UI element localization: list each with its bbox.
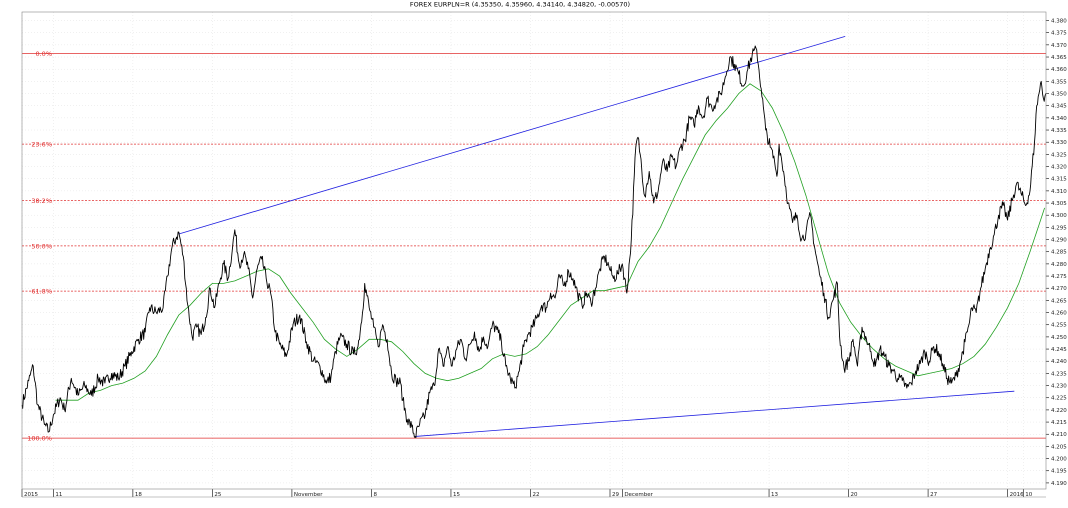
x-tick-label: 10 [1025,492,1032,498]
y-tick-label: 4.190 [1051,481,1067,487]
y-tick-label: 4.225 [1051,396,1067,402]
x-tick-label: 2015 [24,492,38,498]
y-tick-label: 4.295 [1051,225,1067,231]
y-tick-label: 4.270 [1051,286,1067,292]
x-tick-label: 27 [930,492,937,498]
x-tick-label: 13 [771,492,778,498]
y-tick-label: 4.195 [1051,469,1067,475]
y-tick-label: 4.310 [1051,189,1067,195]
fib-level-label: 23.6% [31,141,52,149]
y-tick-label: 4.255 [1051,323,1067,329]
y-tick-label: 4.375 [1051,31,1067,37]
y-tick-label: 4.380 [1051,19,1067,25]
y-tick-label: 4.280 [1051,262,1067,268]
fibonacci-levels: 0.0% 23.6% 38.2% 50.0% 61.8% 100.0% [22,50,1046,443]
y-tick-label: 4.205 [1051,444,1067,450]
y-tick-label: 4.215 [1051,420,1067,426]
y-tick-label: 4.245 [1051,347,1067,353]
fib-level-label: 61.8% [31,288,52,296]
y-tick-label: 4.315 [1051,177,1067,183]
y-tick-label: 4.305 [1051,201,1067,207]
y-tick-label: 4.325 [1051,152,1067,158]
y-tick-label: 4.250 [1051,335,1067,341]
fib-level-label: 50.0% [31,242,52,250]
y-tick-label: 4.300 [1051,213,1067,219]
y-tick-label: 4.290 [1051,238,1067,244]
y-tick-label: 4.200 [1051,457,1067,463]
y-tick-label: 4.345 [1051,104,1067,110]
trendline [415,390,1015,437]
x-tick-label: 29 [612,492,619,498]
y-tick-label: 4.320 [1051,165,1067,171]
fib-level-label: 0.0% [35,50,52,58]
axes: 4.190 4.195 4.200 4.205 4.210 4.215 4.220 4.225… [21,11,1067,498]
trendline [178,35,846,235]
y-tick-label: 4.220 [1051,408,1067,414]
y-tick-label: 4.330 [1051,140,1067,146]
chart-title: FOREX EURPLN=R (4.35350, 4.35960, 4.3414… [410,1,630,9]
plot-frame [21,11,1047,490]
x-tick-label: 11 [55,492,62,498]
y-tick-label: 4.355 [1051,79,1067,85]
y-tick-label: 4.275 [1051,274,1067,280]
price-line [21,45,1047,439]
y-tick-label: 4.365 [1051,55,1067,61]
x-tick-label: 25 [214,492,221,498]
y-tick-label: 4.265 [1051,298,1067,304]
x-tick-label: 2016 [1010,492,1024,498]
trendlines [178,35,1015,437]
y-tick-label: 4.340 [1051,116,1067,122]
x-tick-label: 20 [851,492,858,498]
fib-level-label: 38.2% [31,197,52,205]
y-tick-label: 4.240 [1051,359,1067,365]
x-tick-label: 15 [453,492,460,498]
x-tick-label: 22 [532,492,539,498]
x-tick-label: 8 [373,492,377,498]
x-tick-label: November [294,492,323,498]
x-tick-label: December [624,492,653,498]
fib-level-label: 100.0% [27,435,52,443]
y-tick-label: 4.230 [1051,384,1067,390]
price-series [21,45,1047,439]
x-tick-label: 18 [135,492,142,498]
y-tick-label: 4.210 [1051,432,1067,438]
y-tick-label: 4.235 [1051,371,1067,377]
y-tick-label: 4.360 [1051,67,1067,73]
y-tick-label: 4.260 [1051,311,1067,317]
y-tick-label: 4.350 [1051,92,1067,98]
y-tick-label: 4.285 [1051,250,1067,256]
y-tick-label: 4.370 [1051,43,1067,49]
y-tick-label: 4.335 [1051,128,1067,134]
